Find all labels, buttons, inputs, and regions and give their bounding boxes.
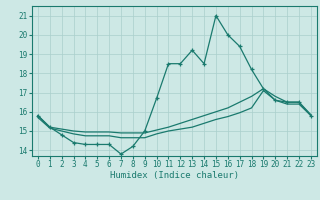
X-axis label: Humidex (Indice chaleur): Humidex (Indice chaleur): [110, 171, 239, 180]
